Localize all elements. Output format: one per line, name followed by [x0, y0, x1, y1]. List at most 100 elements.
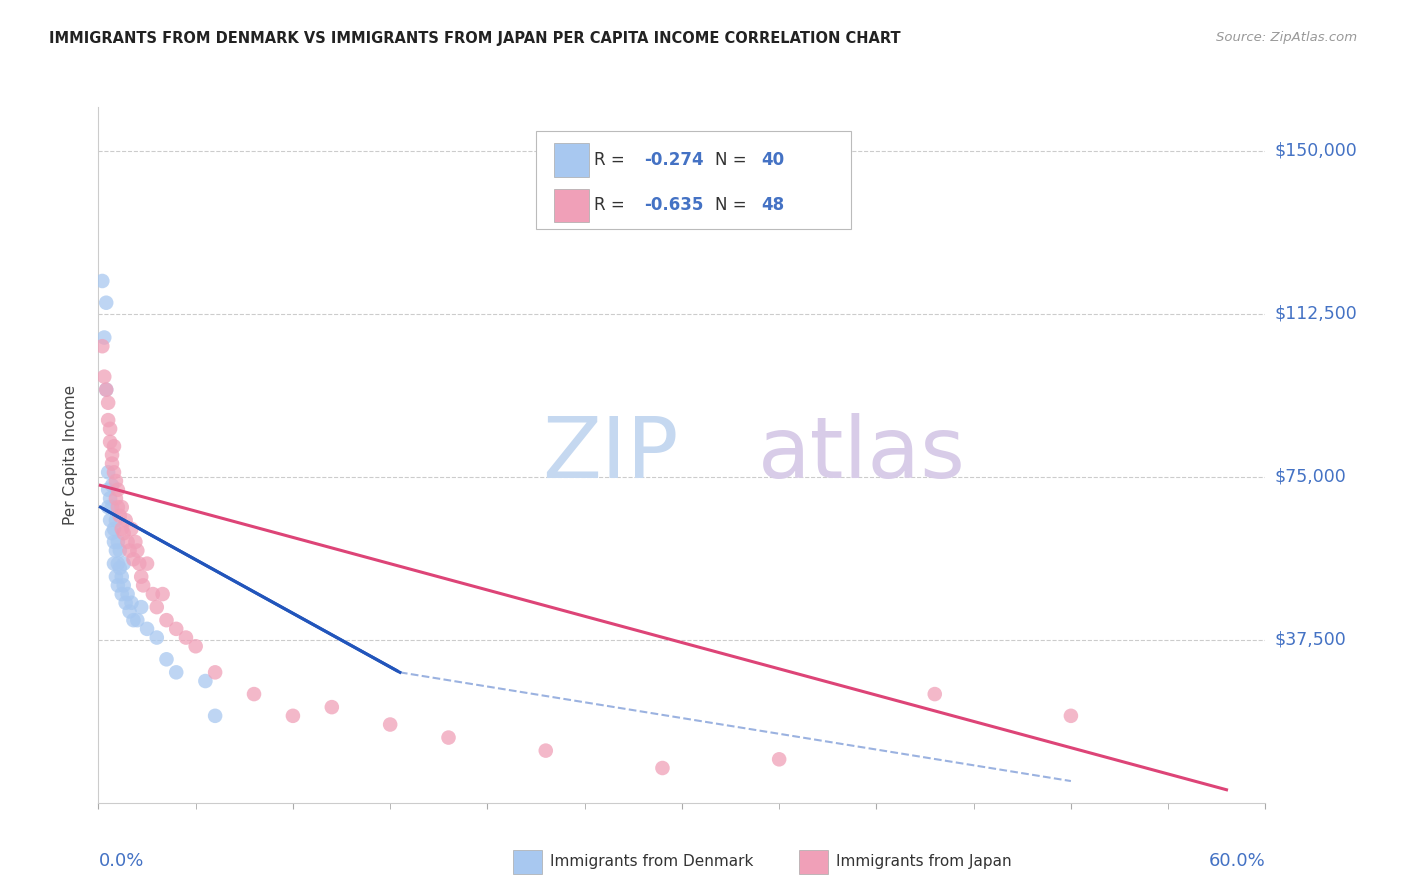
Point	[651, 761, 673, 775]
Point	[146, 600, 169, 615]
Point	[281, 708, 304, 723]
Point	[104, 513, 127, 527]
Point	[101, 478, 124, 492]
Point	[321, 700, 343, 714]
Point	[98, 434, 121, 449]
Point	[97, 483, 120, 497]
Point	[111, 570, 134, 584]
Text: ZIP: ZIP	[541, 413, 678, 497]
Point	[437, 731, 460, 745]
Point	[112, 526, 135, 541]
Point	[111, 500, 134, 514]
Point	[97, 396, 120, 410]
Point	[104, 491, 127, 506]
Point	[93, 369, 115, 384]
Text: $37,500: $37,500	[1275, 631, 1347, 648]
Point	[146, 631, 169, 645]
Point	[378, 717, 402, 731]
Text: -0.274: -0.274	[644, 152, 704, 169]
Point	[118, 605, 141, 619]
Point	[101, 500, 124, 514]
Point	[103, 439, 125, 453]
Point	[103, 535, 125, 549]
Point	[107, 483, 129, 497]
Bar	[554, 189, 589, 222]
Point	[91, 274, 114, 288]
Point	[107, 578, 129, 592]
Point	[111, 587, 134, 601]
Point	[98, 422, 121, 436]
Text: 48: 48	[761, 196, 785, 214]
Point	[104, 570, 127, 584]
Point	[97, 413, 120, 427]
Point	[924, 687, 946, 701]
Point	[108, 543, 131, 558]
Point	[103, 522, 125, 536]
Text: 0.0%: 0.0%	[98, 852, 143, 870]
Point	[127, 543, 149, 558]
Point	[97, 466, 120, 480]
Point	[117, 535, 139, 549]
Text: Immigrants from Japan: Immigrants from Japan	[837, 855, 1011, 870]
Point	[132, 578, 155, 592]
Point	[124, 535, 146, 549]
Point	[122, 613, 145, 627]
Point	[194, 674, 217, 689]
Point	[165, 665, 187, 680]
Point	[112, 557, 135, 571]
Point	[121, 522, 143, 536]
Point	[114, 596, 136, 610]
Point	[108, 561, 131, 575]
Point	[129, 600, 152, 615]
Point	[101, 448, 124, 462]
Text: 60.0%: 60.0%	[1209, 852, 1265, 870]
Y-axis label: Per Capita Income: Per Capita Income	[63, 384, 77, 525]
Point	[104, 543, 127, 558]
Point	[165, 622, 187, 636]
Bar	[554, 144, 589, 177]
Point	[101, 457, 124, 471]
Point	[91, 339, 114, 353]
Point	[184, 639, 207, 653]
Text: IMMIGRANTS FROM DENMARK VS IMMIGRANTS FROM JAPAN PER CAPITA INCOME CORRELATION C: IMMIGRANTS FROM DENMARK VS IMMIGRANTS FR…	[49, 31, 901, 46]
Point	[204, 708, 226, 723]
Point	[128, 557, 150, 571]
Point	[117, 587, 139, 601]
Point	[98, 491, 121, 506]
Text: Immigrants from Denmark: Immigrants from Denmark	[550, 855, 754, 870]
Point	[108, 508, 131, 523]
Text: $150,000: $150,000	[1275, 142, 1357, 160]
Text: atlas: atlas	[758, 413, 966, 497]
Bar	[513, 850, 541, 874]
Point	[155, 652, 177, 666]
FancyBboxPatch shape	[536, 131, 851, 229]
Text: N =: N =	[714, 152, 751, 169]
Point	[204, 665, 226, 680]
Point	[121, 596, 143, 610]
Point	[93, 330, 115, 344]
Point	[112, 578, 135, 592]
Point	[127, 613, 149, 627]
Point	[103, 557, 125, 571]
Point	[104, 474, 127, 488]
Point	[155, 613, 177, 627]
Point	[97, 500, 120, 514]
Bar	[799, 850, 828, 874]
Point	[142, 587, 165, 601]
Text: N =: N =	[714, 196, 751, 214]
Text: $112,500: $112,500	[1275, 304, 1357, 323]
Point	[96, 383, 118, 397]
Point	[107, 500, 129, 514]
Point	[107, 557, 129, 571]
Point	[96, 383, 118, 397]
Point	[111, 522, 134, 536]
Text: Source: ZipAtlas.com: Source: ZipAtlas.com	[1216, 31, 1357, 45]
Text: 40: 40	[761, 152, 785, 169]
Point	[243, 687, 266, 701]
Point	[174, 631, 197, 645]
Point	[768, 752, 790, 766]
Text: R =: R =	[595, 152, 630, 169]
Text: -0.635: -0.635	[644, 196, 704, 214]
Point	[107, 535, 129, 549]
Point	[1060, 708, 1083, 723]
